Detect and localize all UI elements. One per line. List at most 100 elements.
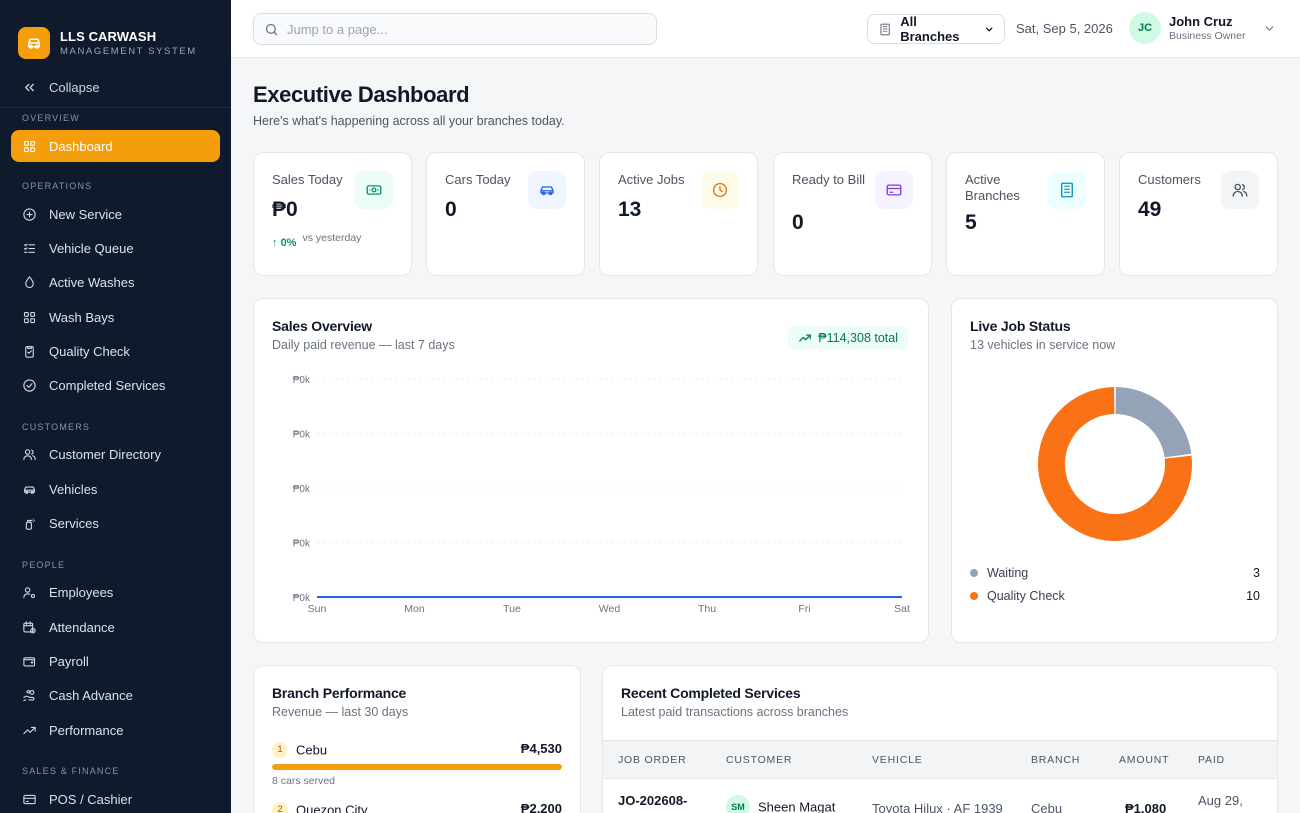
collapse-label: Collapse	[49, 80, 100, 95]
sidebar-item-completed-services[interactable]: Completed Services	[0, 368, 231, 402]
sidebar-item-dashboard[interactable]: Dashboard	[11, 130, 220, 162]
branch-name: Cebu	[296, 742, 328, 758]
trending-up-icon	[799, 334, 812, 342]
column-customer[interactable]: CUSTOMER	[726, 754, 793, 766]
y-tick-label: ₱0k	[293, 484, 311, 495]
sidebar-item-new-service[interactable]: New Service	[0, 197, 231, 231]
branch-performance-subtitle: Revenue — last 30 days	[272, 705, 409, 719]
spray-bottle-icon	[25, 518, 36, 530]
user-cog-icon	[23, 587, 36, 599]
kpi-card-sales-today[interactable]: Sales Today ₱0 ↑ 0% vs yesterday	[253, 152, 412, 276]
delta-value: 0%	[280, 237, 297, 249]
car-icon	[540, 186, 554, 196]
branch-rank: 2	[272, 801, 288, 813]
trending-up-icon	[23, 726, 36, 734]
kpi-value: ₱0	[272, 198, 298, 221]
live-job-status-card: Live Job Status 13 vehicles in service n…	[951, 298, 1278, 643]
donut-slice-quality-check[interactable]	[1038, 387, 1192, 541]
column-branch[interactable]: BRANCH	[1031, 754, 1081, 766]
nav-section-sales-finance: SALES & FINANCE	[22, 766, 120, 777]
legend-label: Waiting	[987, 566, 1029, 580]
column-amount[interactable]: AMOUNT	[1119, 754, 1170, 766]
nav-section-operations: OPERATIONS	[22, 181, 93, 191]
sidebar-item-label: Vehicles	[49, 481, 98, 497]
kpi-label: Active Jobs	[618, 172, 685, 187]
sidebar-item-active-washes[interactable]: Active Washes	[0, 266, 231, 300]
sidebar-item-performance[interactable]: Performance	[0, 713, 231, 747]
branch-revenue: ₱4,530	[520, 741, 562, 756]
branch-name: Quezon City	[296, 802, 368, 813]
live-job-status-subtitle: 13 vehicles in service now	[970, 338, 1116, 352]
branch-select[interactable]: All Branches	[867, 14, 1005, 44]
kpi-value: 0	[445, 198, 457, 221]
sidebar-item-cash-advance[interactable]: Cash Advance	[0, 679, 231, 713]
brand[interactable]: LLS CARWASH MANAGEMENT SYSTEM	[0, 0, 231, 68]
brand-title: LLS CARWASH	[60, 28, 157, 44]
user-menu[interactable]: JC John Cruz Business Owner	[1129, 12, 1276, 44]
calendar-clock-icon	[23, 620, 36, 633]
sidebar-item-label: Dashboard	[49, 138, 113, 154]
kpi-card-customers[interactable]: Customers 49	[1119, 152, 1278, 276]
branch-revenue-bar	[272, 764, 562, 770]
check-circle-icon	[23, 379, 36, 392]
donut-slice-waiting[interactable]	[1115, 387, 1192, 458]
legend-count: 10	[1246, 589, 1260, 603]
sidebar-item-wash-bays[interactable]: Wash Bays	[0, 300, 231, 334]
y-tick-label: ₱0k	[293, 539, 311, 550]
sales-total: ₱114,308 total	[818, 331, 898, 345]
search-icon	[265, 23, 278, 35]
users-icon	[1232, 183, 1248, 197]
search-box[interactable]	[253, 13, 657, 45]
kpi-label: Cars Today	[445, 172, 511, 187]
column-paid[interactable]: PAID	[1198, 754, 1225, 766]
banknote-icon	[366, 185, 382, 195]
sidebar-item-vehicle-queue[interactable]: Vehicle Queue	[0, 231, 231, 265]
users-icon	[23, 449, 36, 461]
column-job-order[interactable]: JOB ORDER	[618, 754, 687, 766]
avatar: JC	[1129, 12, 1161, 44]
sidebar-item-label: POS / Cashier	[49, 791, 133, 807]
branch-performance-card: Branch Performance Revenue — last 30 day…	[253, 665, 581, 813]
column-vehicle[interactable]: VEHICLE	[872, 754, 923, 766]
topbar: All Branches Sat, Sep 5, 2026 JC John Cr…	[231, 0, 1300, 58]
sidebar-item-label: New Service	[49, 206, 122, 222]
job-order-cell[interactable]: JO-202608-	[618, 793, 688, 808]
sidebar-item-pos-cashier[interactable]: POS / Cashier	[0, 782, 231, 813]
branch-revenue-fill	[272, 764, 562, 770]
kpi-card-cars-today[interactable]: Cars Today 0	[426, 152, 585, 276]
sidebar-item-services[interactable]: Services	[0, 506, 231, 540]
sidebar-item-customer-directory[interactable]: Customer Directory	[0, 438, 231, 472]
kpi-card-active-jobs[interactable]: Active Jobs 13	[599, 152, 758, 276]
sidebar-item-quality-check[interactable]: Quality Check	[0, 334, 231, 368]
kpi-value: 13	[618, 198, 642, 221]
search-input[interactable]	[287, 21, 627, 37]
recent-services-card: Recent Completed Services Latest paid tr…	[602, 665, 1278, 813]
page-subtitle: Here's what's happening across all your …	[253, 114, 565, 128]
x-tick-label-thu: Thu	[698, 603, 716, 615]
branch-row-cebu[interactable]: 1 Cebu ₱4,530 8 cars served	[272, 741, 562, 787]
x-tick-label-sat: Sat	[894, 603, 910, 615]
sidebar-item-payroll[interactable]: Payroll	[0, 644, 231, 678]
droplet-icon	[25, 276, 34, 289]
kpi-card-ready-to-bill[interactable]: Ready to Bill 0	[773, 152, 932, 276]
paid-cell: Aug 29,	[1198, 793, 1243, 808]
table-row[interactable]: JO-202608- SM Sheen Magat Toyota Hilux · …	[603, 780, 1277, 813]
sidebar-item-employees[interactable]: Employees	[0, 576, 231, 610]
sidebar-nav: OVERVIEW Dashboard OPERATIONS New Service Ve…	[0, 110, 231, 813]
kpi-value: 0	[792, 211, 804, 234]
building-icon	[880, 23, 890, 35]
delta-note: vs yesterday	[302, 232, 362, 244]
x-tick-label-sun: Sun	[308, 603, 327, 615]
page-title: Executive Dashboard	[253, 82, 470, 107]
sidebar-item-attendance[interactable]: Attendance	[0, 610, 231, 644]
sidebar-item-vehicles[interactable]: Vehicles	[0, 472, 231, 506]
collapse-button[interactable]: Collapse	[0, 68, 231, 108]
branch-cars-served: 8 cars served	[272, 775, 336, 787]
kpi-card-active-branches[interactable]: Active Branches 5	[946, 152, 1105, 276]
branch-row-quezon-city[interactable]: 2 Quezon City ₱2,200	[272, 801, 562, 813]
kpi-icon-badge	[528, 171, 566, 209]
customer-name: Sheen Magat	[758, 799, 836, 813]
kpi-delta: ↑ 0% vs yesterday	[272, 232, 362, 249]
sidebar-item-label: Completed Services	[49, 378, 166, 394]
